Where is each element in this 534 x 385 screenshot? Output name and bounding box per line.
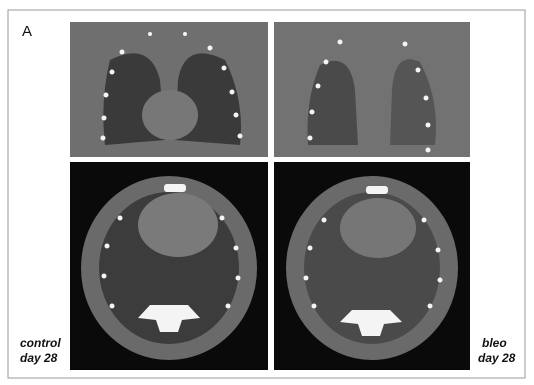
panel-label: A xyxy=(22,23,32,40)
ct-coronal-bleo xyxy=(274,22,470,157)
caption-line: control xyxy=(20,336,61,350)
ct-coronal-control xyxy=(70,22,268,157)
ct-axial-control xyxy=(70,162,268,370)
caption-line: bleo xyxy=(482,336,507,350)
caption-line: day 28 xyxy=(478,351,516,365)
caption-line: day 28 xyxy=(20,351,58,365)
ct-axial-bleo xyxy=(274,162,470,370)
